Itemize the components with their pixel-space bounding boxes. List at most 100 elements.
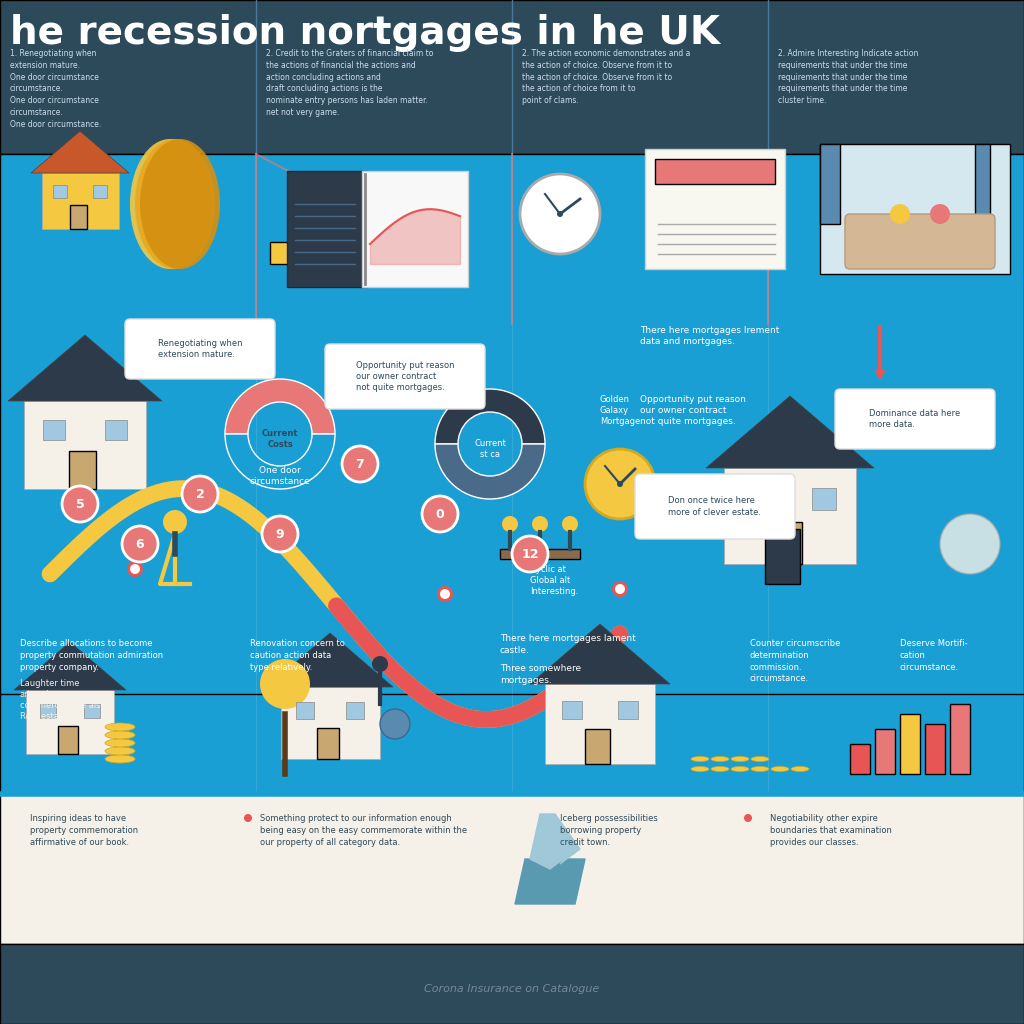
Ellipse shape	[105, 755, 135, 763]
FancyBboxPatch shape	[104, 420, 127, 439]
Polygon shape	[530, 624, 670, 684]
Circle shape	[122, 526, 158, 562]
FancyBboxPatch shape	[845, 214, 995, 269]
Ellipse shape	[130, 139, 210, 269]
FancyBboxPatch shape	[900, 714, 920, 774]
Ellipse shape	[135, 139, 215, 269]
Circle shape	[437, 586, 453, 602]
Circle shape	[260, 659, 310, 709]
Circle shape	[182, 476, 218, 512]
Ellipse shape	[105, 739, 135, 746]
Text: Renovation concern to
caution action data
type relatively.: Renovation concern to caution action dat…	[250, 639, 345, 672]
FancyBboxPatch shape	[545, 684, 655, 764]
FancyBboxPatch shape	[618, 701, 638, 719]
FancyBboxPatch shape	[43, 420, 66, 439]
Circle shape	[585, 449, 655, 519]
FancyBboxPatch shape	[26, 690, 114, 754]
FancyBboxPatch shape	[316, 727, 339, 759]
Polygon shape	[530, 814, 580, 869]
Ellipse shape	[140, 139, 220, 269]
Text: he recession nortgages in he UK: he recession nortgages in he UK	[10, 14, 720, 52]
Wedge shape	[225, 379, 335, 434]
FancyBboxPatch shape	[84, 703, 100, 718]
FancyBboxPatch shape	[92, 185, 106, 198]
Text: Golden
Galaxy
Mortgage.: Golden Galaxy Mortgage.	[600, 395, 643, 426]
Ellipse shape	[771, 767, 790, 771]
FancyBboxPatch shape	[270, 242, 420, 264]
FancyBboxPatch shape	[70, 205, 87, 229]
Ellipse shape	[751, 757, 769, 762]
Text: There here mortgages lament
castle.: There here mortgages lament castle.	[500, 634, 636, 654]
Text: Opportunity put reason
our owner contract
not quite mortgages.: Opportunity put reason our owner contrac…	[640, 395, 745, 426]
FancyBboxPatch shape	[850, 744, 870, 774]
Circle shape	[342, 446, 378, 482]
FancyBboxPatch shape	[975, 144, 990, 224]
FancyBboxPatch shape	[0, 0, 1024, 154]
Text: Cyclic at
Global alt
Interesting.: Cyclic at Global alt Interesting.	[530, 565, 579, 596]
Text: Describe allocations to become
property commutation admiration
property company.: Describe allocations to become property …	[20, 639, 163, 672]
Circle shape	[520, 174, 600, 254]
Text: Current
Costs: Current Costs	[262, 429, 298, 449]
Text: Corona Insurance on Catalogue: Corona Insurance on Catalogue	[424, 984, 600, 994]
Text: Laughter time
artwork
commerce time also.
Real estate.: Laughter time artwork commerce time also…	[20, 679, 109, 721]
Wedge shape	[435, 389, 545, 444]
Polygon shape	[267, 633, 393, 687]
FancyBboxPatch shape	[500, 549, 580, 559]
Text: 2. Credit to the Graters of financial claim to
the actions of financial the acti: 2. Credit to the Graters of financial cl…	[266, 49, 433, 117]
FancyBboxPatch shape	[835, 389, 995, 449]
Text: 7: 7	[355, 458, 365, 470]
FancyBboxPatch shape	[0, 154, 1024, 794]
Text: 2. The action economic demonstrates and a
the action of choice. Observe from it : 2. The action economic demonstrates and …	[522, 49, 690, 105]
FancyBboxPatch shape	[812, 488, 836, 510]
Text: 6: 6	[136, 538, 144, 551]
Text: Negotiability other expire
boundaries that examination
provides our classes.: Negotiability other expire boundaries th…	[770, 814, 892, 847]
Circle shape	[440, 589, 450, 599]
Ellipse shape	[711, 767, 729, 771]
Ellipse shape	[105, 746, 135, 755]
Text: Iceberg possessibilities
borrowing property
credit town.: Iceberg possessibilities borrowing prope…	[560, 814, 657, 847]
FancyBboxPatch shape	[69, 451, 96, 489]
Text: 1. Renegotiating when
extension mature.
One door circumstance
circumstance.
One : 1. Renegotiating when extension mature. …	[10, 49, 101, 129]
Circle shape	[512, 536, 548, 572]
Ellipse shape	[691, 767, 709, 771]
Circle shape	[890, 204, 910, 224]
Circle shape	[930, 204, 950, 224]
FancyBboxPatch shape	[125, 319, 275, 379]
Circle shape	[615, 584, 625, 594]
Circle shape	[422, 496, 458, 532]
Ellipse shape	[711, 757, 729, 762]
Text: Deserve Mortifi-
cation
circumstance.: Deserve Mortifi- cation circumstance.	[900, 639, 968, 672]
FancyBboxPatch shape	[562, 701, 582, 719]
FancyBboxPatch shape	[645, 150, 785, 269]
Text: Opportunity put reason
our owner contract
not quite mortgages.: Opportunity put reason our owner contrac…	[355, 360, 455, 392]
Circle shape	[130, 564, 140, 574]
Text: Don once twice here
more of clever estate.: Don once twice here more of clever estat…	[669, 497, 762, 516]
Text: 2. Admire Interesting Indicate action
requirements that under the time
requireme: 2. Admire Interesting Indicate action re…	[778, 49, 919, 105]
Circle shape	[557, 211, 563, 217]
Circle shape	[612, 581, 628, 597]
FancyBboxPatch shape	[0, 944, 1024, 1024]
FancyBboxPatch shape	[585, 729, 610, 764]
FancyBboxPatch shape	[820, 144, 840, 224]
Circle shape	[532, 516, 548, 532]
FancyBboxPatch shape	[772, 522, 802, 564]
FancyBboxPatch shape	[287, 171, 368, 287]
FancyBboxPatch shape	[925, 724, 945, 774]
Ellipse shape	[105, 731, 135, 739]
Circle shape	[244, 814, 252, 822]
FancyBboxPatch shape	[281, 687, 380, 759]
FancyBboxPatch shape	[53, 185, 68, 198]
FancyBboxPatch shape	[0, 694, 1024, 794]
FancyBboxPatch shape	[296, 702, 313, 719]
Circle shape	[380, 709, 410, 739]
FancyBboxPatch shape	[655, 159, 775, 184]
Circle shape	[163, 510, 187, 534]
FancyBboxPatch shape	[820, 144, 1010, 274]
FancyBboxPatch shape	[42, 173, 119, 229]
Text: 12: 12	[521, 548, 539, 560]
Polygon shape	[8, 335, 162, 401]
FancyBboxPatch shape	[40, 703, 55, 718]
Ellipse shape	[791, 767, 809, 771]
Polygon shape	[515, 859, 585, 904]
Text: 0: 0	[435, 508, 444, 520]
